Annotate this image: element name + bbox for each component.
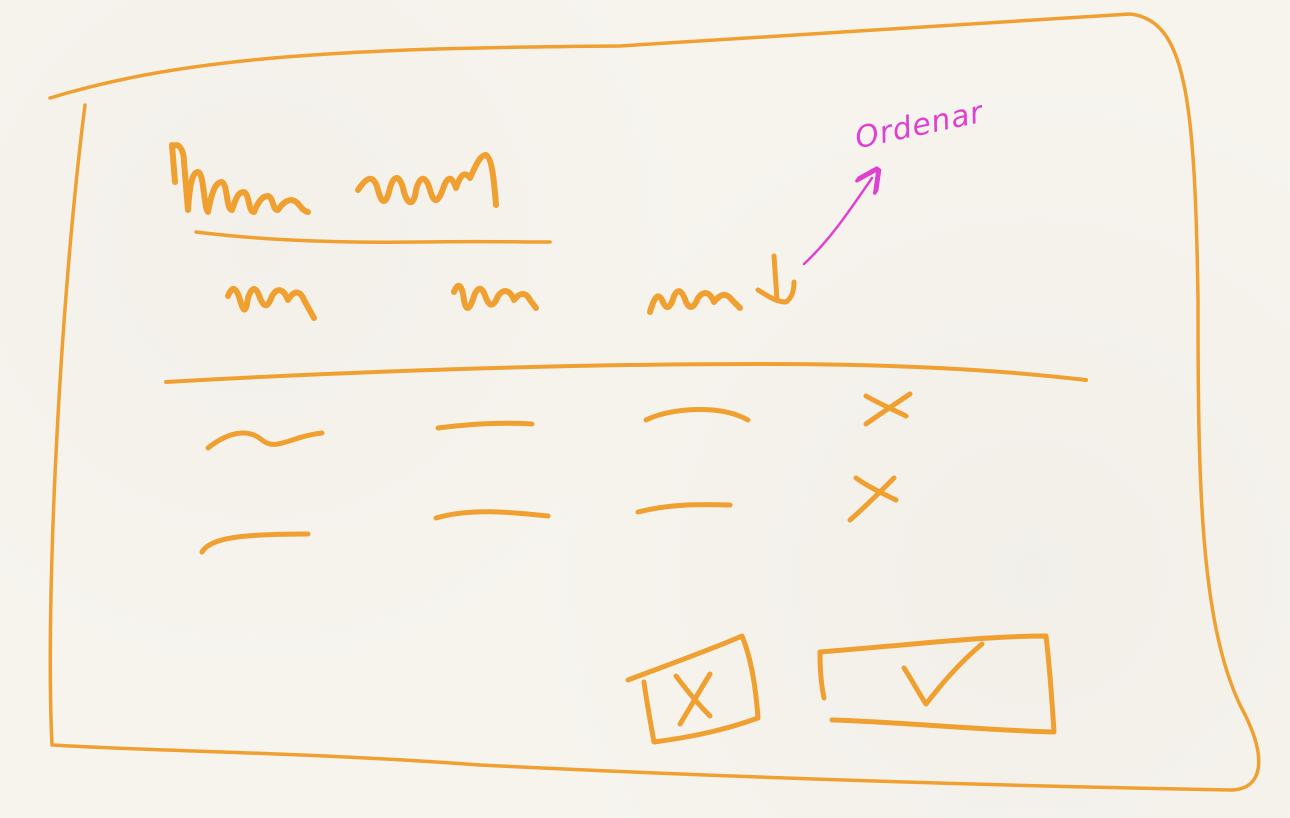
confirm-check-icon <box>901 641 985 707</box>
table-cell <box>199 531 311 555</box>
table-cell <box>435 420 535 431</box>
confirm-button[interactable] <box>817 633 1057 735</box>
dialog-title <box>169 142 552 244</box>
table-cell <box>205 430 325 451</box>
annotation-arrow <box>802 178 872 266</box>
dialog-frame <box>48 12 1261 792</box>
column-header-2 <box>451 282 539 311</box>
delete-x-icon[interactable] <box>863 391 913 427</box>
cancel-button[interactable] <box>625 633 761 745</box>
cancel-x-icon <box>673 671 713 727</box>
table-row[interactable] <box>205 391 913 451</box>
sort-arrow-down-icon[interactable] <box>755 253 797 305</box>
header-divider <box>164 362 1088 384</box>
column-header-1 <box>225 286 317 321</box>
column-header-3 <box>647 288 743 315</box>
table-cell <box>433 509 551 521</box>
table-header <box>225 253 797 321</box>
delete-x-icon[interactable] <box>847 475 899 523</box>
table-cell <box>635 502 733 515</box>
table-cell <box>643 406 751 423</box>
table-row[interactable] <box>199 475 899 555</box>
